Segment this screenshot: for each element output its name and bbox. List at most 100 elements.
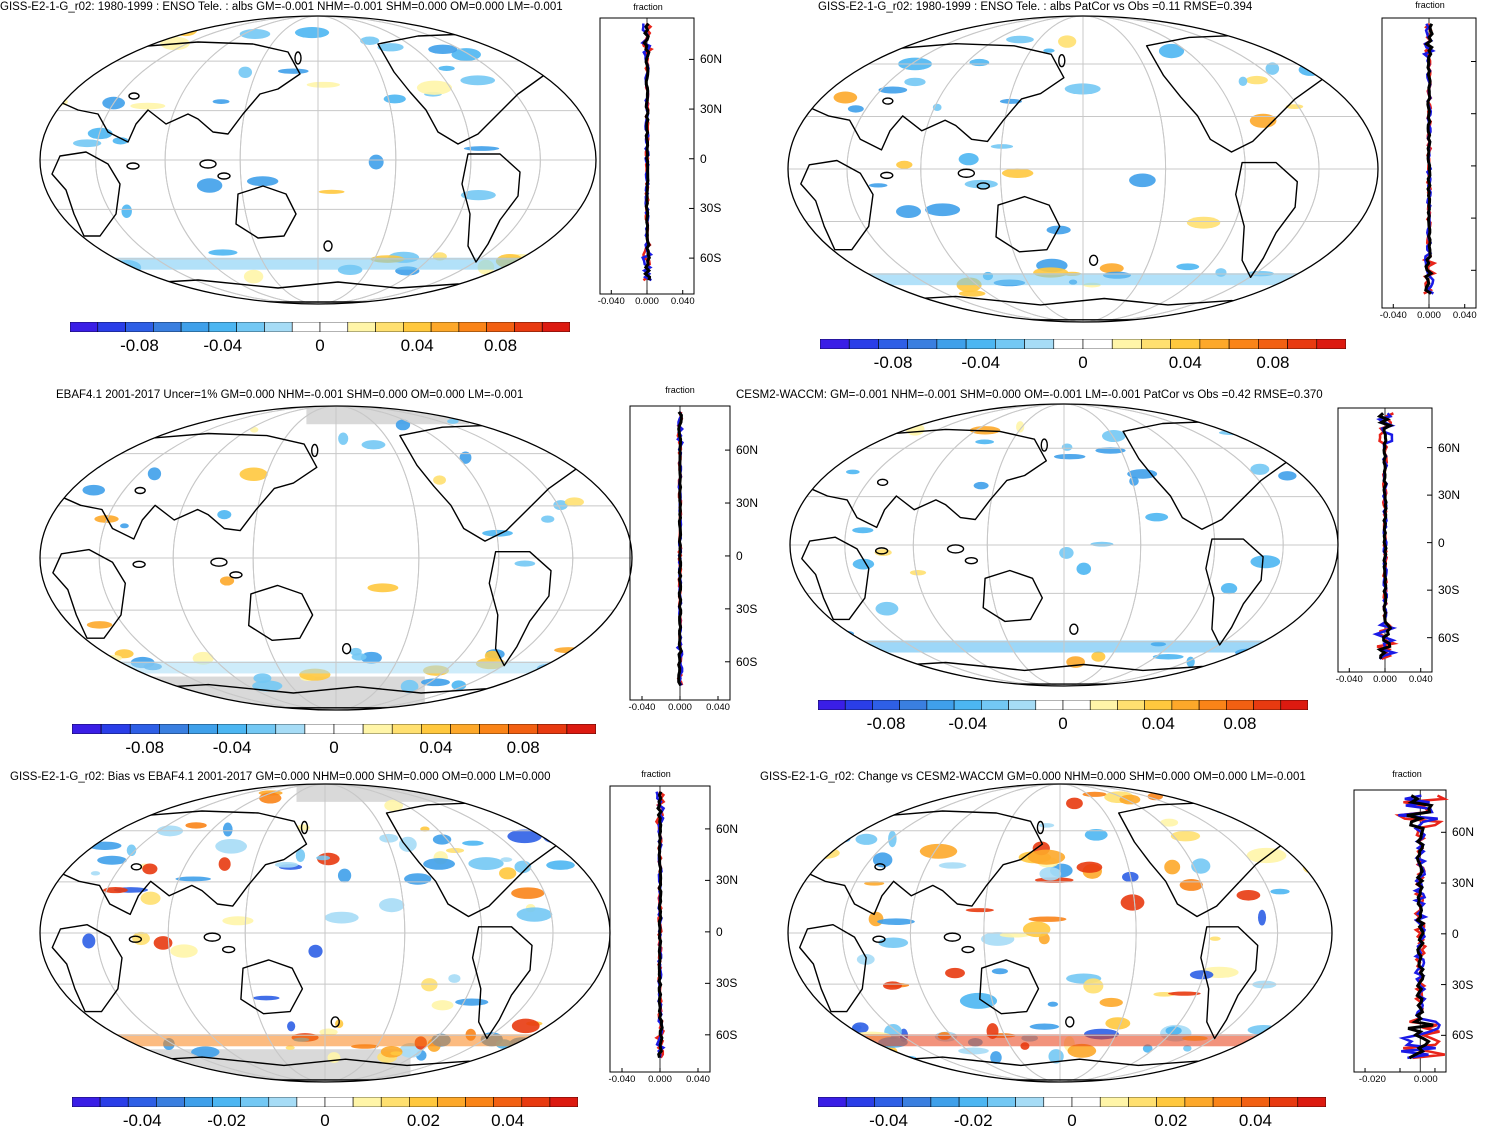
coastlines [797,34,1328,321]
colorbar-swatch [99,1097,129,1107]
colorbar-swatch [291,322,321,332]
colorbar-swatch [845,1097,875,1107]
zonal-header: fraction [641,769,671,779]
colorbar-swatch [212,1097,241,1107]
colorbar-labels: -0.08 -0.04 0 0.04 0.08 [72,738,596,760]
colorbar-swatch [208,322,237,332]
colorbar-swatch [421,724,451,734]
colorbar-swatch [878,339,908,349]
colorbar-swatch [184,1097,213,1107]
colorbar-swatch [958,1097,988,1107]
colorbar-swatch [902,1097,932,1107]
colorbar-swatch [1015,1097,1045,1107]
colorbar-swatch [188,724,218,734]
colorbar-labels: -0.08 -0.04 0 0.04 0.08 [820,353,1346,375]
panel-title: GISS-E2-1-G_r02: 1980-1999 : ENSO Tele. … [0,1,563,13]
colorbar-swatch [926,700,955,710]
latitude-label: 30N [700,102,723,117]
zonal-mean-plot [1381,17,1477,309]
colorbar-swatch [1089,700,1118,710]
colorbar-swatch [1170,339,1201,349]
latitude-label: 0 [736,548,743,563]
colorbar-swatch [362,724,393,734]
zonal-header: fraction [1392,769,1422,779]
colorbar-swatch [848,339,879,349]
colorbar-swatch [125,322,154,332]
zonal-x-tick-label: -0.040 [1335,674,1363,685]
latitude-label: 30S [736,601,758,616]
colorbar-swatch [268,1097,298,1107]
map-field [40,784,610,1082]
zonal-series-line [642,22,652,281]
zonal-mean-plot [599,17,695,295]
colorbar-swatch [1128,1097,1157,1107]
colorbar-swatch [391,724,422,734]
colorbar-labels: -0.08 -0.04 0 0.04 0.08 [70,336,570,358]
latitude-label: 60N [736,443,759,458]
colorbar-swatch [1082,339,1113,349]
latitude-label: 30S [716,976,738,991]
colorbar-swatch [1269,1097,1299,1107]
colorbar-swatch [217,724,247,734]
colorbar-swatch [541,322,570,332]
zonal-x-tick-label: -0.040 [1379,310,1407,321]
colorbar [70,322,570,332]
world-map [787,783,1333,1083]
colorbar-tick-label: 0.04 [1168,353,1202,372]
panel-title: GISS-E2-1-G_r02: Bias vs EBAF4.1 2001-20… [10,771,551,783]
colorbar-swatch [264,322,293,332]
zonal-x-tick-label: -0.040 [628,702,656,713]
colorbar-labels: -0.04 -0.02 0 0.02 0.04 [818,1111,1326,1133]
colorbar-swatch [1199,339,1230,349]
zonal-header: fraction [665,385,695,395]
colorbar-swatch [304,724,335,734]
colorbar-swatch [319,322,349,332]
latitude-label: 60S [1452,1028,1474,1043]
colorbar-tick-label: 0.08 [1223,714,1257,733]
colorbar-swatch [1280,700,1308,710]
colorbar-swatch [180,322,210,332]
latitude-label: 30S [1438,583,1460,598]
zonal-x-tick-label: 0.040 [686,1074,710,1085]
colorbar-swatch [1228,339,1259,349]
latitude-label: 0 [700,151,707,166]
colorbar-swatch [1008,700,1037,710]
zonal-series-line [1424,23,1434,295]
colorbar-swatch [72,1097,101,1107]
colorbar-swatch [1156,1097,1186,1107]
colorbar-swatch [936,339,967,349]
colorbar-swatch [70,322,99,332]
colorbar-swatch [100,724,131,734]
colorbar-swatch [465,1097,494,1107]
zonal-mean-plot [1337,407,1433,673]
colorbar-swatch [1024,339,1055,349]
colorbar-swatch [874,1097,903,1107]
zonal-series-line [1406,794,1434,1060]
colorbar-tick-label: 0.04 [1141,714,1175,733]
colorbar-swatch [1062,700,1091,710]
colorbar-swatch [403,322,432,332]
latitude-label: 60S [736,654,758,669]
colorbar-swatch [818,700,846,710]
zonal-x-tick-label: 0.040 [1452,310,1477,321]
colorbar-swatch [1053,339,1084,349]
colorbar-swatch [1316,339,1346,349]
latitude-label: 60N [1438,440,1461,455]
colorbar-swatch [437,1097,466,1107]
latitude-label: 30S [1452,977,1474,992]
colorbar-tick-label: 0.08 [506,738,540,757]
colorbar-swatch [1297,1097,1326,1107]
zonal-x-tick-label: -0.020 [1358,1074,1386,1085]
zonal-series-line [656,791,664,1059]
latitude-label: 60N [700,52,723,67]
colorbar-tick-label: 0.08 [1256,353,1290,372]
latitude-label: 30N [736,496,759,511]
colorbar-tick-label: -0.08 [866,714,906,733]
colorbar-tick-label: -0.04 [122,1111,162,1130]
colorbar-swatch [1226,700,1254,710]
zonal-x-tick-label: 0.000 [668,702,692,713]
colorbar-swatch [159,724,189,734]
colorbar-tick-label: -0.04 [869,1111,908,1130]
colorbar-swatch [930,1097,960,1107]
colorbar-tick-label: 0 [1078,353,1088,372]
